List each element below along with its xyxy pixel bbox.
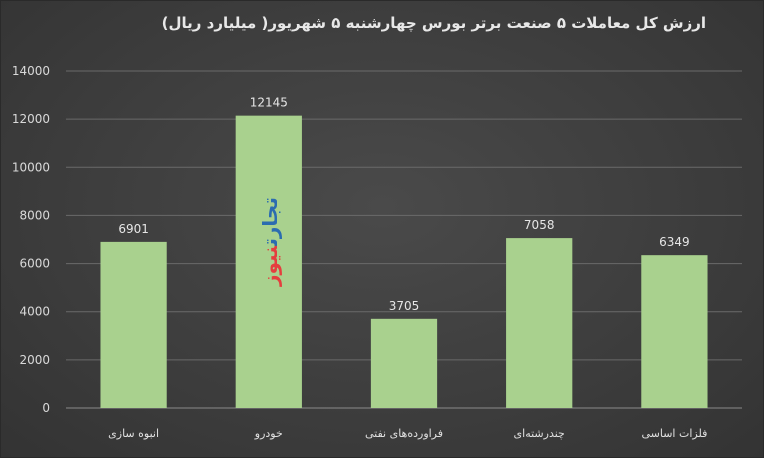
y-tick-label: 0 (42, 401, 50, 415)
watermark-logo: تجارتنیوز (258, 197, 282, 286)
y-tick-label: 2000 (19, 353, 50, 367)
x-tick-label: انبوه سازی (108, 427, 159, 440)
bar (235, 115, 302, 408)
bar (100, 241, 167, 408)
y-tick-label: 6000 (19, 257, 50, 271)
data-label: 7058 (524, 218, 555, 232)
bar (506, 238, 573, 408)
data-label: 6349 (659, 235, 690, 249)
y-tick-label: 10000 (12, 160, 50, 174)
y-tick-label: 14000 (12, 64, 50, 78)
data-label: 3705 (389, 299, 420, 313)
y-tick-label: 12000 (12, 112, 50, 126)
y-tick-label: 8000 (19, 208, 50, 222)
watermark-part2: نیوز (258, 245, 282, 286)
bar (370, 318, 438, 408)
x-tick-label: خودرو (254, 427, 283, 440)
watermark-part1: تجارت (258, 197, 282, 246)
x-tick-label: فراورده‌های نفتی (365, 427, 443, 440)
x-tick-label: چندرشته‌ای (514, 427, 565, 440)
x-tick-label: فلزات اساسی (641, 427, 707, 440)
chart-title: ارزش کل معاملات ۵ صنعت برتر بورس چهارشنب… (161, 14, 706, 32)
data-label: 12145 (250, 96, 288, 110)
data-label: 6901 (118, 222, 149, 236)
y-tick-label: 4000 (19, 305, 50, 319)
bar (641, 255, 708, 408)
